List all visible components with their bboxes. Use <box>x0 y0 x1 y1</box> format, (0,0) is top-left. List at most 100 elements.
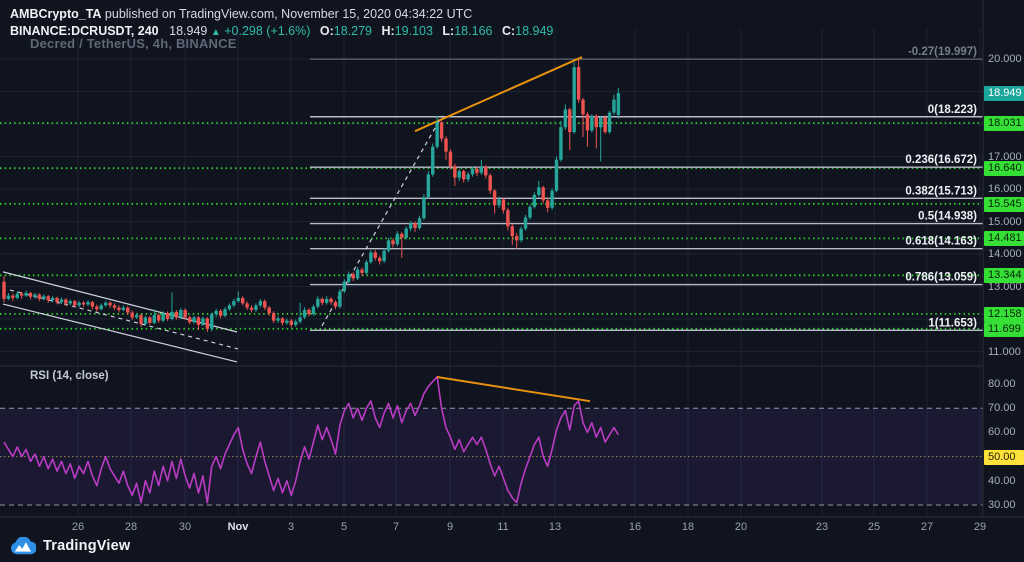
symbol-name[interactable]: BINANCE:DCRUSDT, 240 <box>10 24 159 38</box>
byline-text: published on TradingView.com, November 1… <box>101 7 473 21</box>
fib-label: 0(18.223) <box>928 104 977 116</box>
candle-body <box>254 305 258 310</box>
rsi-line <box>3 375 620 504</box>
candle-body <box>307 309 311 315</box>
candle-body <box>378 257 382 262</box>
candle-body <box>280 318 285 323</box>
candle-body <box>439 122 444 139</box>
time-axis-label: 23 <box>815 521 829 533</box>
candle-body <box>223 309 227 316</box>
candle-body <box>263 301 267 308</box>
candle-body <box>6 295 11 299</box>
candle-body <box>289 320 293 325</box>
price-axis-label: 13.000 <box>988 280 1022 293</box>
candle-body <box>183 309 187 318</box>
sr-price-label: 15.545 <box>984 196 1024 212</box>
rsi-mid-label: 50.00 <box>984 449 1024 465</box>
candle-body <box>338 291 342 307</box>
candle-body <box>42 296 46 299</box>
candle-body <box>484 166 488 176</box>
rsi-trendline <box>436 375 591 403</box>
candle-body <box>108 302 112 306</box>
candle-body <box>81 302 86 305</box>
time-axis-label: Nov <box>227 521 249 533</box>
time-axis-label: 26 <box>71 521 85 533</box>
candle-body <box>157 315 161 321</box>
sr-price-label: 11.699 <box>984 321 1024 337</box>
candle-body <box>435 122 439 147</box>
rsi-axis-label: 80.00 <box>988 378 1016 390</box>
candle-body <box>112 305 117 308</box>
candle-body <box>408 223 413 229</box>
sr-price-label: 14.481 <box>984 231 1024 247</box>
ohlc-close-key: C: <box>501 24 516 38</box>
candle-body <box>519 228 523 241</box>
candle-body <box>329 298 333 303</box>
candle-body <box>466 174 470 180</box>
rsi-band <box>0 407 983 506</box>
candle-body <box>302 309 307 318</box>
candle-body <box>417 218 422 228</box>
candle-body <box>369 252 373 263</box>
chart-header: AMBCrypto_TA published on TradingView.co… <box>10 6 553 41</box>
candle-body <box>50 297 55 301</box>
tradingview-logo[interactable]: TradingView <box>9 537 130 555</box>
candle-body <box>497 199 501 206</box>
candle-body <box>240 297 245 304</box>
candle-body <box>386 240 391 251</box>
candle-body <box>506 210 510 227</box>
candle-body <box>479 166 484 173</box>
trendlines <box>2 56 583 363</box>
time-axis-label: 7 <box>392 521 400 533</box>
grid-layer <box>0 28 983 517</box>
fib-label: 0.786(13.059) <box>905 272 977 284</box>
candle-body <box>528 206 532 218</box>
candle-body <box>324 298 329 303</box>
candle-body <box>249 307 254 310</box>
candle-body <box>404 228 408 238</box>
candle-body <box>46 296 50 301</box>
candle-body <box>515 236 519 241</box>
symbol-watermark: Decred / TetherUS, 4h, BINANCE <box>30 36 237 51</box>
fib-label: 1(11.653) <box>928 317 977 329</box>
fib-label: 0.618(14.163) <box>905 236 977 248</box>
candle-body <box>187 317 192 323</box>
candle-body <box>179 309 183 318</box>
candle-body <box>461 171 466 180</box>
candle-body <box>590 115 594 131</box>
fib-label: 0.5(14.938) <box>918 211 977 223</box>
ohlc-close-value: 18.949 <box>515 24 554 38</box>
candle-body <box>227 305 232 310</box>
candle-body <box>320 298 324 303</box>
candle-body <box>73 301 77 306</box>
price-axis-label: 17.000 <box>988 150 1022 163</box>
ohlc-high-key: H: <box>381 24 395 38</box>
time-axis-label: 18 <box>681 521 695 533</box>
symbol-last-price: 18.949 <box>169 24 208 38</box>
candle-body <box>271 313 276 321</box>
candle-body <box>294 321 298 325</box>
candle-body <box>170 311 174 319</box>
time-axis-label: 9 <box>446 521 454 533</box>
ohlc-low-key: L: <box>442 24 455 38</box>
candle-body <box>11 295 15 298</box>
price-axis-label: 16.000 <box>988 183 1022 195</box>
candle-body <box>545 200 550 208</box>
candle-body <box>576 67 581 100</box>
candle-body <box>201 318 205 325</box>
candle-body <box>311 306 316 315</box>
rsi-indicator-label: RSI (14, close) <box>30 370 109 382</box>
time-axis-label: 28 <box>124 521 138 533</box>
candle-body <box>572 67 576 133</box>
candle-body <box>364 262 369 273</box>
candle-body <box>413 223 417 228</box>
time-axis-label: 25 <box>867 521 881 533</box>
candle-body <box>541 187 545 201</box>
time-axis-label: 20 <box>734 521 748 533</box>
time-axis-label: 27 <box>920 521 934 533</box>
candle-body <box>117 307 121 310</box>
last-price-label: 18.949 <box>984 86 1024 102</box>
candle-body <box>599 117 603 128</box>
candle-body <box>77 302 81 306</box>
